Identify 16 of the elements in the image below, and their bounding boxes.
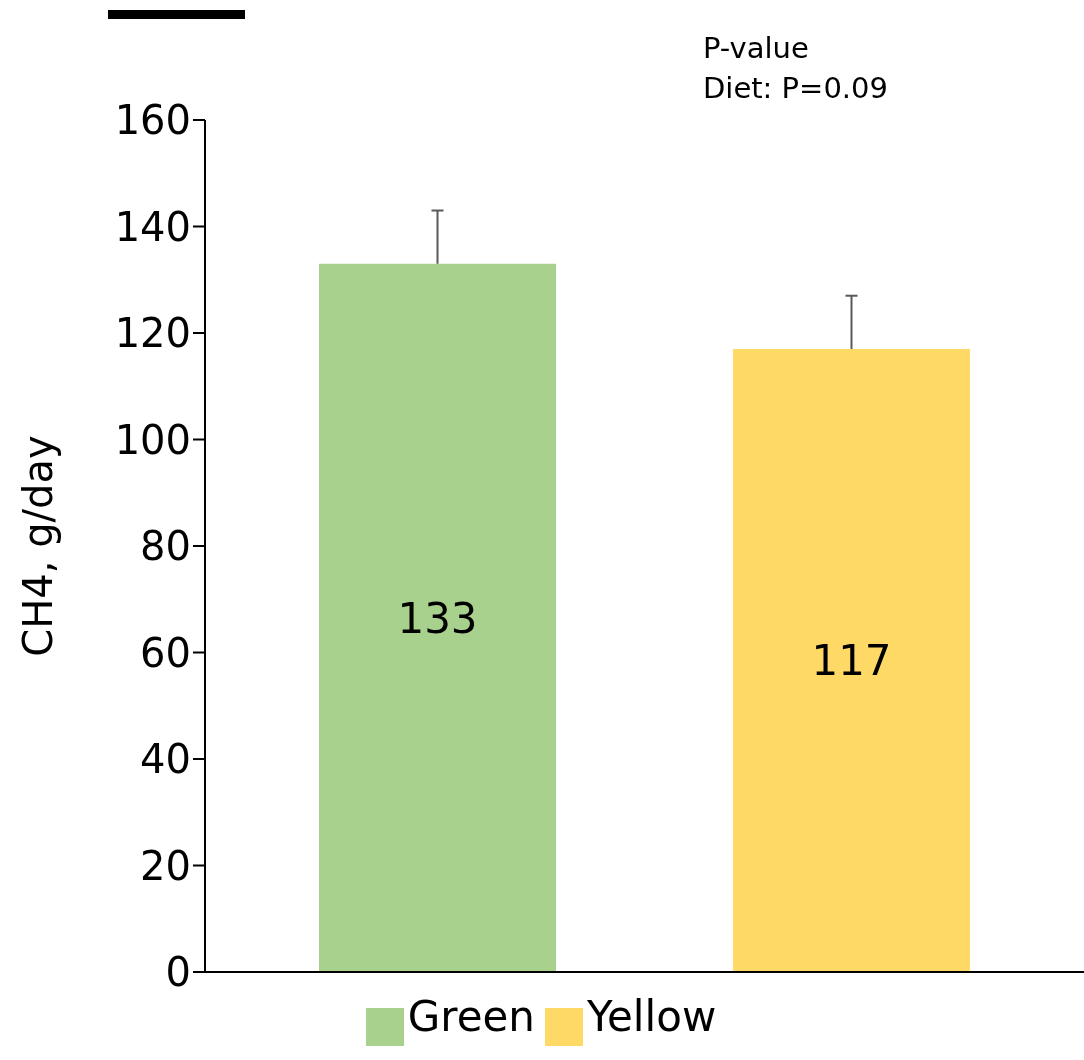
legend-label: Green (407, 992, 535, 1041)
y-tick-label: 120 (114, 310, 191, 357)
y-tick-label: 140 (114, 203, 191, 250)
y-tick-label: 0 (165, 949, 191, 996)
y-axis-title: CH4, g/day (15, 435, 62, 657)
y-tick-label: 40 (140, 736, 191, 783)
y-tick-label: 20 (140, 842, 191, 889)
y-tick-label: 100 (114, 416, 191, 463)
legend-label: Yellow (586, 992, 717, 1041)
text: Diet: P=0.09 (703, 70, 888, 107)
data-label: 117 (811, 636, 892, 686)
text: P-value (703, 30, 810, 67)
y-tick-label: 160 (114, 97, 191, 144)
y-tick-label: 80 (140, 523, 191, 570)
y-tick-label: 60 (140, 629, 191, 676)
data-label: 133 (397, 593, 478, 643)
